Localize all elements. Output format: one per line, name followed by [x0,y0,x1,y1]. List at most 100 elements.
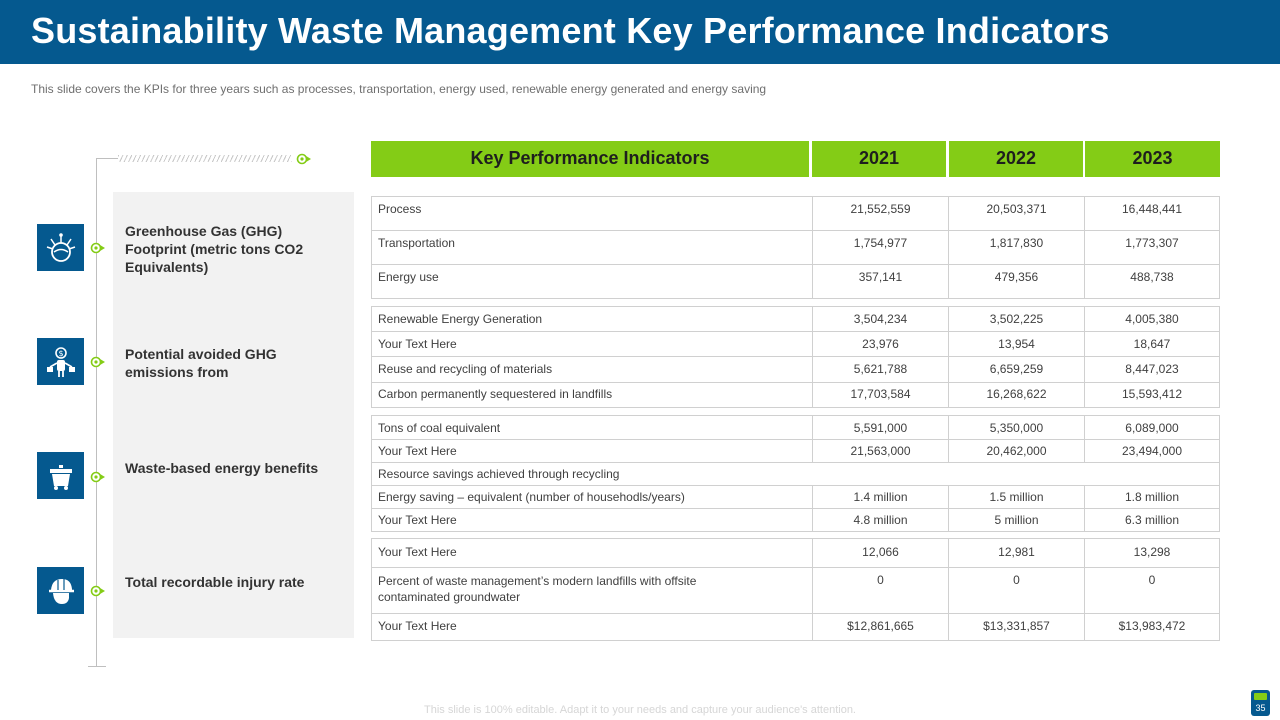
row-label: Your Text Here [378,513,457,527]
table-row: Your Text Here $12,861,665 $13,331,857 $… [372,614,1219,640]
value-2022: 1,817,830 [948,231,1084,264]
planet-smoke-icon [37,224,84,271]
svg-text:$: $ [58,349,63,358]
value-2023: $13,983,472 [1084,614,1219,640]
header-underline [812,175,946,177]
row-label: Your Text Here [378,619,457,633]
hatch-decoration [118,155,292,162]
row-label: Your Text Here [378,545,457,559]
header-underline [949,175,1083,177]
kpi-group: Process 21,552,559 20,503,371 16,448,441… [371,196,1220,299]
value-2022: 6,659,259 [948,357,1084,382]
value-2023: 18,647 [1084,332,1219,356]
value-2023: 16,448,441 [1084,197,1219,230]
row-label: Your Text Here [378,444,457,458]
row-label: Percent of waste management’s modern lan… [378,574,697,604]
value-2022: 5 million [948,509,1084,531]
kpi-group: Renewable Energy Generation 3,504,234 3,… [371,306,1220,408]
value-2021: 17,703,584 [812,383,948,407]
connector-top-icon [296,153,311,165]
value-2021: 5,621,788 [812,357,948,382]
value-2022: 12,981 [948,539,1084,567]
value-2023: 488,738 [1084,265,1219,298]
row-label: Energy saving – equivalent (number of ho… [378,490,685,504]
table-row: Process 21,552,559 20,503,371 16,448,441 [372,197,1219,231]
table-row: Carbon permanently sequestered in landfi… [372,383,1219,407]
header-underline [371,175,809,177]
value-2021: 5,591,000 [812,416,948,439]
row-label: Reuse and recycling of materials [378,362,553,376]
page-number: 35 [1255,703,1266,713]
header-underline [1085,175,1220,177]
row-label: Renewable Energy Generation [378,312,543,326]
value-2022: 20,462,000 [948,440,1084,462]
value-2022: 1.5 million [948,486,1084,508]
value-2022: 3,502,225 [948,307,1084,331]
value-2021: 12,066 [812,539,948,567]
value-2023: 13,298 [1084,539,1219,567]
row-label: Resource savings achieved through recycl… [378,467,620,481]
table-row: Your Text Here 4.8 million 5 million 6.3… [372,509,1219,531]
category-label-waste-energy: Waste-based energy benefits [125,460,319,476]
value-2023: 15,593,412 [1084,383,1219,407]
connector-icon [90,242,105,254]
timeline-line [96,158,97,667]
table-row: Tons of coal equivalent 5,591,000 5,350,… [372,416,1219,440]
table-row: Resource savings achieved through recycl… [372,463,1219,486]
value-2022: 5,350,000 [948,416,1084,439]
table-row: Reuse and recycling of materials 5,621,7… [372,357,1219,383]
badge-cap [1254,693,1267,700]
row-label: Carbon permanently sequestered in landfi… [378,387,613,401]
value-2023: 0 [1084,568,1219,613]
value-2022: 16,268,622 [948,383,1084,407]
table-row: Transportation 1,754,977 1,817,830 1,773… [372,231,1219,265]
row-label: Tons of coal equivalent [378,421,501,435]
value-2022: $13,331,857 [948,614,1084,640]
category-panel [113,192,354,638]
timeline-top-line [96,158,118,159]
value-2021: 0 [812,568,948,613]
dumpster-icon [37,452,84,499]
value-2023: 1,773,307 [1084,231,1219,264]
value-2023: 4,005,380 [1084,307,1219,331]
row-label: Energy use [378,270,439,284]
value-2021: 357,141 [812,265,948,298]
value-2021: 4.8 million [812,509,948,531]
table-row: Energy use 357,141 479,356 488,738 [372,265,1219,298]
value-2022: 20,503,371 [948,197,1084,230]
table-row: Your Text Here 12,066 12,981 13,298 [372,539,1219,568]
value-2021: 23,976 [812,332,948,356]
category-label-ghg-footprint: Greenhouse Gas (GHG) Footprint (metric t… [125,223,304,275]
category-label-injury-rate: Total recordable injury rate [125,574,305,590]
timeline-foot [88,666,106,667]
row-label: Process [378,202,422,216]
slide-subtitle: This slide covers the KPIs for three yea… [31,82,767,96]
table-row: Renewable Energy Generation 3,504,234 3,… [372,307,1219,332]
table-row: Your Text Here 21,563,000 20,462,000 23,… [372,440,1219,463]
value-2023: 6,089,000 [1084,416,1219,439]
value-2021: 3,504,234 [812,307,948,331]
connector-icon [90,356,105,368]
slide-title: Sustainability Waste Management Key Perf… [31,10,1110,51]
value-2023: 8,447,023 [1084,357,1219,382]
value-2023: 23,494,000 [1084,440,1219,462]
value-2021: 1.4 million [812,486,948,508]
value-2021: 1,754,977 [812,231,948,264]
value-2022: 479,356 [948,265,1084,298]
footnote: This slide is 100% editable. Adapt it to… [424,704,856,716]
connector-icon [90,471,105,483]
kpi-group: Your Text Here 12,066 12,981 13,298 Perc… [371,538,1220,641]
row-label: Your Text Here [378,337,457,351]
header-2023: 2023 [1085,141,1220,175]
title-bar: Sustainability Waste Management Key Perf… [0,0,1280,64]
table-row: Energy saving – equivalent (number of ho… [372,486,1219,509]
value-2023: 6.3 million [1084,509,1219,531]
value-2022: 0 [948,568,1084,613]
table-row: Your Text Here 23,976 13,954 18,647 [372,332,1219,357]
header-2022: 2022 [949,141,1083,175]
value-2021: 21,552,559 [812,197,948,230]
header-kpi: Key Performance Indicators [371,141,809,175]
category-label-avoided-ghg: Potential avoided GHG emissions from [125,346,277,380]
page-number-badge: 35 [1251,690,1270,716]
table-row: Percent of waste management’s modern lan… [372,568,1219,614]
